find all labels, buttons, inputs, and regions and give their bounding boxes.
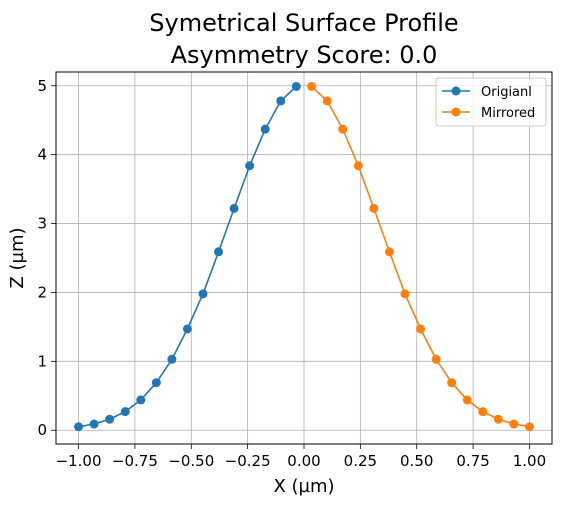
data-point-mirrored (416, 324, 426, 334)
x-tick-label: −1.00 (56, 452, 102, 470)
grid (56, 72, 552, 444)
data-point-mirrored (431, 354, 441, 364)
data-point-mirrored (369, 203, 379, 213)
data-point-mirrored (307, 81, 317, 91)
chart-title-line-1: Symetrical Surface Profile (149, 9, 458, 37)
data-point-original (120, 407, 130, 417)
y-tick-label: 2 (37, 283, 47, 301)
data-point-original (245, 161, 255, 171)
data-point-original (276, 96, 286, 106)
legend-box (435, 77, 547, 127)
data-point-mirrored (384, 247, 394, 257)
data-point-original (198, 289, 208, 299)
y-tick-label: 3 (37, 215, 47, 233)
data-point-mirrored (353, 161, 363, 171)
data-point-mirrored (493, 414, 503, 424)
data-point-original (260, 124, 270, 134)
data-point-mirrored (478, 407, 488, 417)
x-tick-label: 0.75 (456, 452, 489, 470)
data-point-original (105, 414, 115, 424)
y-axis-label: Z (µm) (7, 227, 28, 288)
legend-marker-original (451, 86, 461, 96)
x-tick-label: −0.75 (112, 452, 158, 470)
y-tick-label: 4 (37, 146, 47, 164)
series-line-original (78, 85, 297, 428)
series-line-mirrored (311, 85, 530, 428)
data-point-original (151, 378, 161, 388)
data-point-mirrored (462, 395, 472, 405)
data-point-original (136, 395, 146, 405)
data-point-original (89, 419, 99, 429)
x-tick-label: 0.50 (400, 452, 433, 470)
data-point-original (167, 354, 177, 364)
y-tick-label: 5 (37, 77, 47, 95)
data-point-mirrored (400, 289, 410, 299)
x-tick-label: −0.50 (168, 452, 214, 470)
legend-label-mirrored: Mirrored (481, 106, 535, 121)
series-layer (74, 81, 534, 432)
x-tick-label: 1.00 (513, 452, 546, 470)
legend-label-original: Origianl (481, 85, 532, 100)
x-tick-label: 0.00 (287, 452, 320, 470)
data-point-original (214, 247, 224, 257)
legend: Origianl Mirrored (435, 77, 547, 127)
y-tick-label: 1 (37, 352, 47, 370)
data-point-mirrored (338, 124, 348, 134)
data-point-mirrored (509, 419, 519, 429)
data-point-original (291, 81, 301, 91)
x-axis-label: X (µm) (273, 476, 334, 497)
ticks: −1.00 −0.75 −0.50 −0.25 0.00 0.25 0.50 0.75 1.00… (37, 77, 546, 470)
legend-marker-mirrored (451, 107, 461, 117)
data-point-original (74, 422, 84, 432)
x-tick-label: 0.25 (344, 452, 377, 470)
data-point-mirrored (322, 96, 332, 106)
chart-title-line-2: Asymmetry Score: 0.0 (171, 41, 438, 69)
data-point-original (182, 324, 192, 334)
data-point-mirrored (447, 378, 457, 388)
data-point-mirrored (524, 422, 534, 432)
x-tick-label: −0.25 (225, 452, 271, 470)
y-tick-label: 0 (37, 421, 47, 439)
data-point-original (229, 203, 239, 213)
